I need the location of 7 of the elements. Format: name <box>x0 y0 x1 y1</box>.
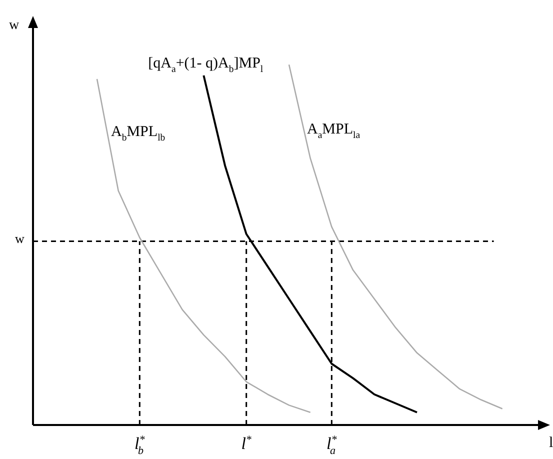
x-tick-label: l$^{*}$ <box>241 434 252 453</box>
y-axis-title: w <box>8 18 20 33</box>
series-label: [qA$_{a}$+(1- q)A$_{b}$]MP$_{l}$ <box>148 55 264 75</box>
series-label: A$_{b}$MPL$_{lb}$ <box>111 124 166 144</box>
x-axis-title: l <box>549 435 553 451</box>
series-label: A$_{a}$MPL$_{la}$ <box>307 122 361 142</box>
ref-line-label: w <box>15 231 25 246</box>
